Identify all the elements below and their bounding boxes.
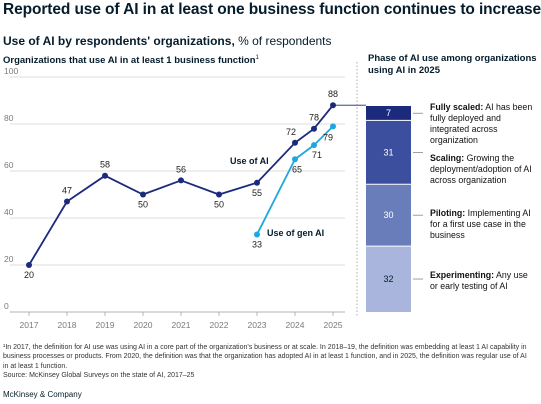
phase-scaling: Scaling: Growing the deployment/adoption… — [430, 153, 538, 186]
series-label-genai: Use of gen AI — [267, 228, 324, 238]
y-tick-label: 80 — [4, 113, 14, 123]
line-chart-title-text: Organizations that use AI in at least 1 … — [3, 55, 256, 67]
subhead-bold: Use of AI by respondents' organizations, — [3, 34, 235, 48]
bar-segment-label: 32 — [383, 274, 393, 284]
data-point — [292, 156, 298, 163]
y-tick-label: 40 — [4, 207, 14, 217]
phase-desc: Implementing AI for a first use case in … — [430, 208, 531, 240]
line-use-of-ai — [28, 104, 334, 266]
line-chart-title: Organizations that use AI in at least 1 … — [3, 55, 259, 66]
data-point — [102, 172, 108, 179]
bar-segment — [366, 246, 411, 312]
data-label: 78 — [309, 113, 319, 123]
data-label: 47 — [62, 186, 72, 196]
y-tick-label: 0 — [4, 301, 9, 311]
phase-experimenting: Experimenting: Any use or early testing … — [430, 270, 538, 292]
phase-desc: AI has been fully deployed and integrate… — [430, 102, 533, 145]
bar-segment — [366, 120, 411, 185]
phase-fully-scaled: Fully scaled: AI has been fully deployed… — [430, 102, 538, 146]
phase-piloting: Piloting: Implementing AI for a first us… — [430, 208, 538, 241]
data-point — [330, 123, 336, 130]
data-label: 65 — [292, 164, 302, 174]
footnote-marker: 1 — [255, 55, 259, 61]
data-label: 50 — [214, 200, 224, 210]
x-tick-label: 2017 — [20, 320, 39, 330]
x-tick-label: 2024 — [286, 320, 305, 330]
stacked-bar: 7 31 30 32 — [366, 106, 423, 312]
data-label: 72 — [286, 127, 296, 137]
bar-segment — [366, 106, 411, 121]
phase-name: Scaling: — [430, 153, 465, 163]
data-label: 50 — [138, 200, 148, 210]
headline: Reported use of AI in at least one busin… — [3, 1, 541, 18]
brand-logo-text: McKinsey & Company — [3, 390, 82, 399]
data-point — [26, 262, 32, 268]
data-point — [311, 142, 317, 149]
x-tick-label: 2018 — [58, 320, 77, 330]
phase-name: Piloting: — [430, 208, 466, 218]
y-tick-label: 100 — [4, 66, 18, 76]
bar-segment-label: 7 — [386, 108, 391, 118]
phase-desc: Any use or early testing of AI — [430, 270, 528, 291]
data-point — [178, 177, 184, 184]
footnote: ¹In 2017, the definition for AI use was … — [3, 344, 527, 379]
data-label: 88 — [328, 89, 338, 99]
gridlines — [10, 76, 345, 313]
data-label: 55 — [252, 188, 262, 198]
y-tick-label: 60 — [4, 160, 14, 170]
bar-segment-label: 31 — [383, 147, 393, 157]
y-axis-ticks: 0 20 40 60 80 100 — [4, 66, 18, 311]
x-tick-label: 2022 — [210, 320, 229, 330]
data-point — [140, 191, 146, 198]
x-axis-ticks: 2017 2018 2019 2020 2021 2022 2023 2024 2025 — [20, 312, 343, 330]
data-point — [254, 179, 260, 186]
data-label: 58 — [100, 160, 110, 170]
data-label: 20 — [24, 270, 34, 280]
phase-name: Experimenting: — [430, 270, 495, 280]
x-tick-label: 2020 — [134, 320, 153, 330]
data-point — [254, 231, 260, 238]
x-tick-label: 2019 — [96, 320, 115, 330]
data-point — [330, 102, 336, 109]
data-point — [292, 139, 298, 146]
data-point — [216, 191, 222, 198]
subhead: Use of AI by respondents' organizations,… — [3, 34, 332, 48]
phase-name: Fully scaled: — [430, 102, 484, 112]
subhead-rest: % of respondents — [234, 34, 332, 48]
bar-segment — [366, 184, 411, 247]
y-tick-label: 20 — [4, 254, 14, 264]
phase-chart-title: Phase of AI use among organizations usin… — [368, 53, 537, 76]
x-tick-label: 2023 — [248, 320, 267, 330]
data-point — [311, 125, 317, 132]
bar-segment-label: 30 — [383, 210, 393, 220]
series-label-ai: Use of AI — [230, 156, 269, 166]
data-label: 56 — [176, 164, 186, 174]
x-tick-label: 2021 — [172, 320, 191, 330]
data-point — [64, 198, 70, 205]
data-label: 33 — [252, 239, 262, 249]
data-label: 71 — [312, 150, 322, 160]
x-tick-label: 2025 — [324, 320, 343, 330]
data-label: 79 — [323, 132, 333, 142]
phase-desc: Growing the deployment/adoption of AI ac… — [430, 153, 532, 185]
line-use-of-gen-ai — [256, 125, 334, 235]
